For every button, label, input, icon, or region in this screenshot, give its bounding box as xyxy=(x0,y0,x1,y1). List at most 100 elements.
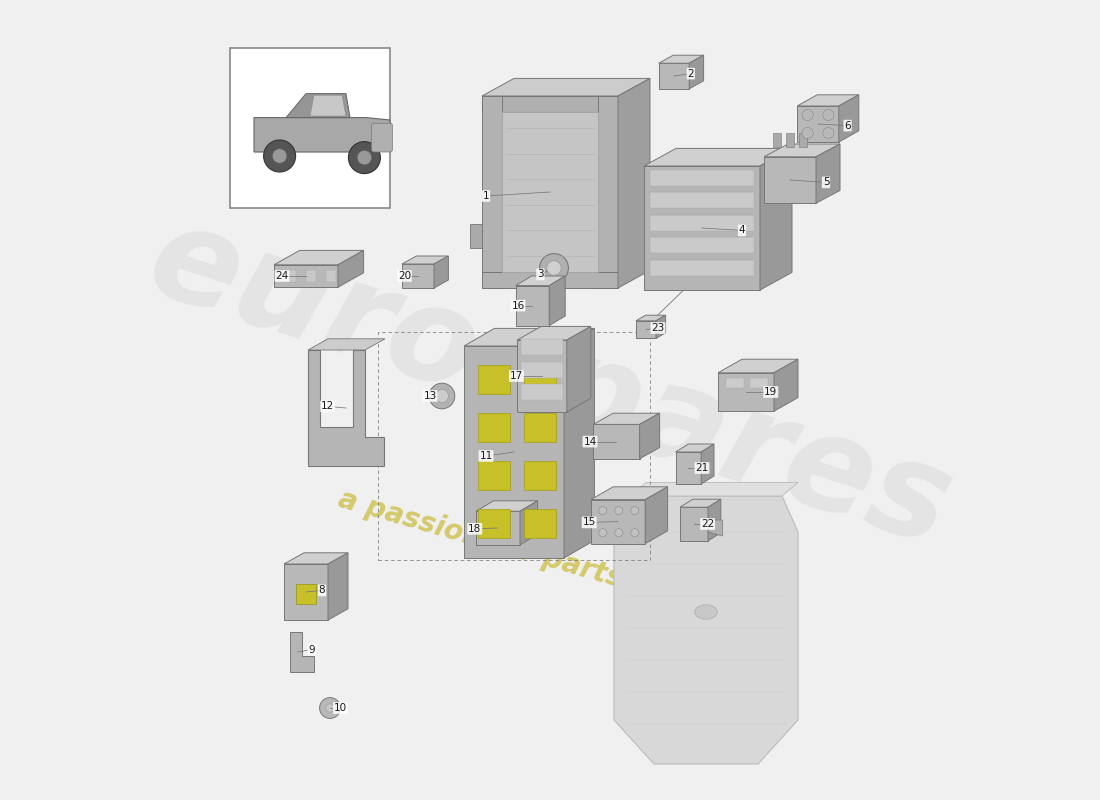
Polygon shape xyxy=(478,509,510,538)
Polygon shape xyxy=(284,564,328,620)
Polygon shape xyxy=(482,272,618,288)
Circle shape xyxy=(429,383,454,409)
Polygon shape xyxy=(306,270,316,282)
Polygon shape xyxy=(521,384,563,400)
Polygon shape xyxy=(644,166,760,290)
Polygon shape xyxy=(308,350,384,466)
Polygon shape xyxy=(839,95,859,142)
Polygon shape xyxy=(476,511,520,545)
Polygon shape xyxy=(464,328,594,346)
Text: 2: 2 xyxy=(688,69,694,78)
Text: 9: 9 xyxy=(308,645,315,654)
Polygon shape xyxy=(798,95,859,106)
Polygon shape xyxy=(636,321,656,338)
Polygon shape xyxy=(675,452,701,484)
Circle shape xyxy=(320,698,340,718)
Polygon shape xyxy=(517,326,591,340)
Polygon shape xyxy=(708,520,723,536)
Polygon shape xyxy=(650,214,754,230)
Polygon shape xyxy=(591,486,668,499)
Circle shape xyxy=(264,140,296,172)
Polygon shape xyxy=(593,424,639,459)
Polygon shape xyxy=(521,362,563,378)
Polygon shape xyxy=(470,224,482,248)
Circle shape xyxy=(630,506,639,514)
Polygon shape xyxy=(517,340,566,412)
Polygon shape xyxy=(478,461,510,490)
FancyBboxPatch shape xyxy=(372,123,393,152)
Polygon shape xyxy=(764,144,840,157)
Bar xyxy=(750,378,768,388)
Polygon shape xyxy=(296,584,316,604)
Polygon shape xyxy=(650,170,754,186)
Polygon shape xyxy=(516,286,549,326)
Text: 8: 8 xyxy=(319,586,326,595)
Polygon shape xyxy=(591,499,646,544)
Polygon shape xyxy=(718,359,798,373)
Polygon shape xyxy=(650,259,754,275)
Polygon shape xyxy=(614,496,798,764)
Polygon shape xyxy=(286,270,296,282)
Polygon shape xyxy=(525,509,557,538)
Polygon shape xyxy=(549,276,565,326)
Text: 16: 16 xyxy=(512,301,525,310)
Text: 21: 21 xyxy=(695,463,708,473)
Polygon shape xyxy=(402,256,449,264)
Bar xyxy=(773,133,781,147)
FancyBboxPatch shape xyxy=(230,48,390,208)
Polygon shape xyxy=(646,486,668,544)
Polygon shape xyxy=(274,265,338,287)
Text: 19: 19 xyxy=(764,387,778,397)
Polygon shape xyxy=(310,95,346,116)
Circle shape xyxy=(358,150,372,165)
Text: eurospares: eurospares xyxy=(133,194,967,574)
Polygon shape xyxy=(598,96,618,288)
Polygon shape xyxy=(618,78,650,288)
Circle shape xyxy=(802,110,813,121)
Polygon shape xyxy=(478,413,510,442)
Circle shape xyxy=(598,506,607,514)
Text: 10: 10 xyxy=(333,703,346,713)
Bar xyxy=(799,133,807,147)
Text: 13: 13 xyxy=(424,391,437,401)
Polygon shape xyxy=(482,78,650,96)
Polygon shape xyxy=(525,365,557,394)
Text: 1: 1 xyxy=(483,191,490,201)
Bar xyxy=(786,133,794,147)
Polygon shape xyxy=(701,444,714,484)
Polygon shape xyxy=(338,250,364,287)
Circle shape xyxy=(273,149,287,163)
Polygon shape xyxy=(760,149,792,290)
Polygon shape xyxy=(764,157,816,203)
Polygon shape xyxy=(690,55,704,89)
Polygon shape xyxy=(482,96,618,112)
Text: 20: 20 xyxy=(398,271,411,281)
Polygon shape xyxy=(308,339,385,350)
Text: 24: 24 xyxy=(275,271,288,281)
Polygon shape xyxy=(328,553,348,620)
Polygon shape xyxy=(521,339,563,355)
Polygon shape xyxy=(274,250,364,265)
Polygon shape xyxy=(516,276,565,286)
Polygon shape xyxy=(290,632,314,672)
Polygon shape xyxy=(434,256,449,288)
Text: 6: 6 xyxy=(845,121,851,130)
Text: 5: 5 xyxy=(823,178,829,187)
Circle shape xyxy=(802,127,813,138)
Circle shape xyxy=(615,506,623,514)
Circle shape xyxy=(823,110,834,121)
Polygon shape xyxy=(816,144,840,203)
Circle shape xyxy=(630,529,639,537)
Polygon shape xyxy=(402,264,434,288)
Polygon shape xyxy=(636,315,666,321)
Text: 15: 15 xyxy=(583,518,596,527)
Bar xyxy=(726,378,744,388)
Polygon shape xyxy=(284,553,348,564)
Text: 4: 4 xyxy=(739,226,746,235)
Text: 23: 23 xyxy=(651,323,664,333)
Polygon shape xyxy=(564,328,594,558)
Circle shape xyxy=(598,529,607,537)
Circle shape xyxy=(436,390,449,402)
Polygon shape xyxy=(798,106,839,142)
Circle shape xyxy=(349,142,381,174)
